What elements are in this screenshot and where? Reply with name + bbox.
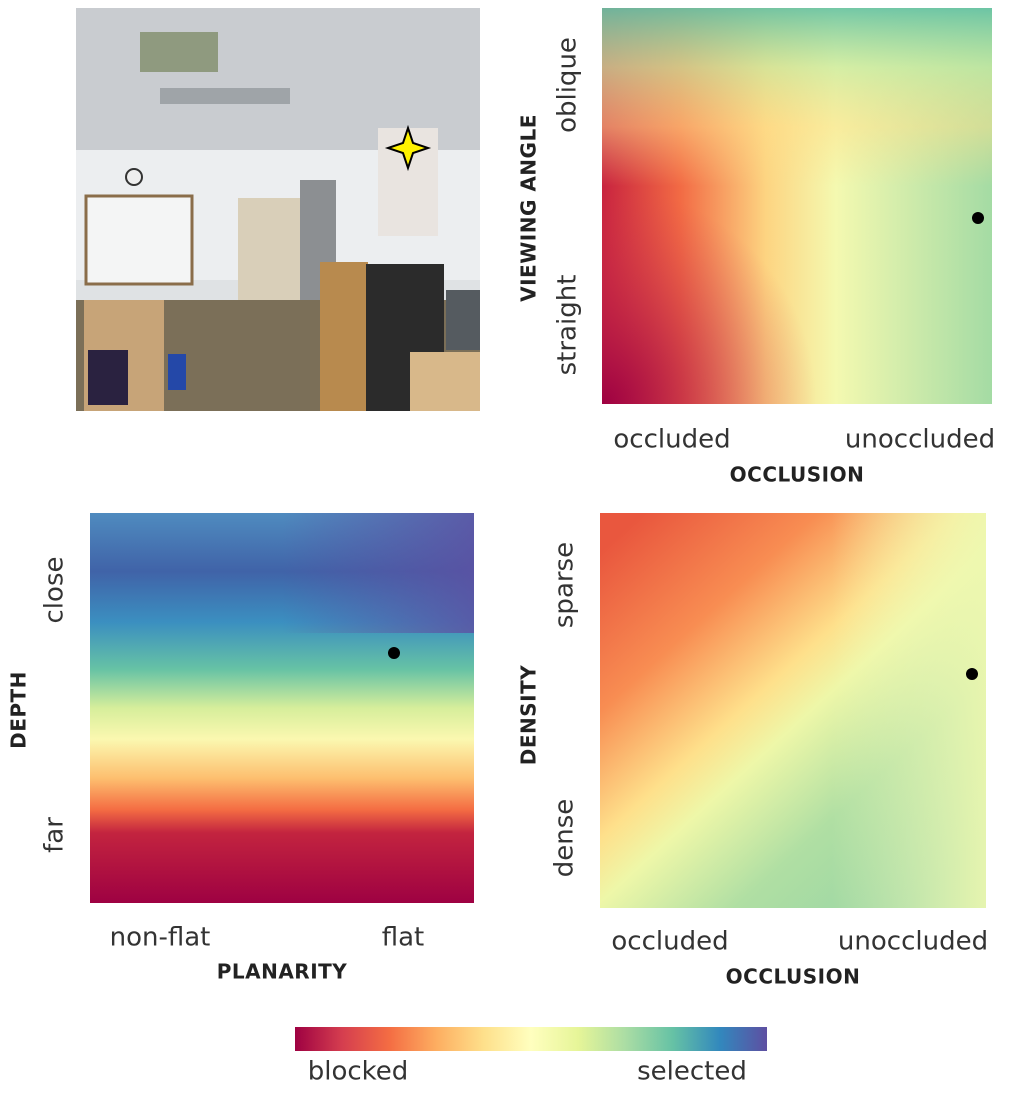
- x-tick-label: occluded: [611, 927, 728, 957]
- x-axis-label: PLANARITY: [217, 960, 348, 984]
- x-tick-label: flat: [382, 923, 425, 953]
- colorbar-label: blocked: [308, 1057, 409, 1087]
- heatmap-density-occlusion: [600, 513, 986, 908]
- x-axis-label: OCCLUSION: [730, 463, 865, 487]
- y-tick-label: close: [40, 557, 70, 624]
- room-photo: [76, 8, 480, 411]
- x-tick-label: unoccluded: [838, 927, 988, 957]
- x-tick-label: non-flat: [110, 923, 211, 953]
- y-axis-label: DENSITY: [517, 665, 541, 765]
- y-tick-label: sparse: [550, 542, 580, 628]
- y-tick-label: dense: [550, 799, 580, 878]
- heatmap-depth-planarity: [90, 513, 474, 903]
- y-axis-label: VIEWING ANGLE: [517, 114, 541, 302]
- x-tick-label: unoccluded: [845, 425, 995, 455]
- colorbar: [295, 1027, 767, 1051]
- y-tick-label: straight: [553, 275, 583, 376]
- y-tick-label: far: [40, 817, 70, 853]
- x-axis-label: OCCLUSION: [726, 965, 861, 989]
- y-tick-label: oblique: [553, 37, 583, 133]
- x-tick-label: occluded: [613, 425, 730, 455]
- y-axis-label: DEPTH: [7, 671, 31, 749]
- heatmap-viewing-occlusion: [602, 8, 992, 404]
- colorbar-label: selected: [637, 1057, 747, 1087]
